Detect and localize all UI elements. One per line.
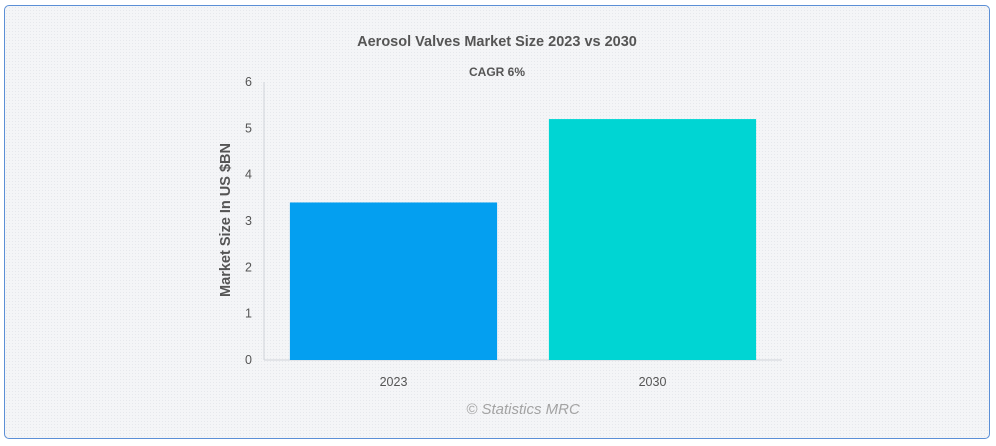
bar-2030[interactable] <box>548 119 757 360</box>
y-tick-label: 1 <box>245 307 252 321</box>
x-tick-label: 2023 <box>380 375 408 389</box>
x-axis-labels: 2023 2030 <box>380 375 667 389</box>
chart-subtitle: CAGR 6% <box>469 65 525 79</box>
x-tick-label: 2030 <box>639 375 667 389</box>
y-tick-label: 2 <box>245 260 252 274</box>
y-tick-label: 5 <box>245 121 252 135</box>
y-axis-ticks: 0 1 2 3 4 5 6 <box>245 75 252 367</box>
y-tick-label: 3 <box>245 214 252 228</box>
source-credit: © Statistics MRC <box>466 401 580 418</box>
bar-2023[interactable] <box>289 202 498 360</box>
y-tick-label: 6 <box>245 75 252 89</box>
chart-title: Aerosol Valves Market Size 2023 vs 2030 <box>357 34 637 50</box>
y-axis-title: Market Size In US $BN <box>218 143 234 297</box>
y-tick-label: 4 <box>245 168 252 182</box>
bars <box>289 119 757 360</box>
y-tick-label: 0 <box>245 353 252 367</box>
